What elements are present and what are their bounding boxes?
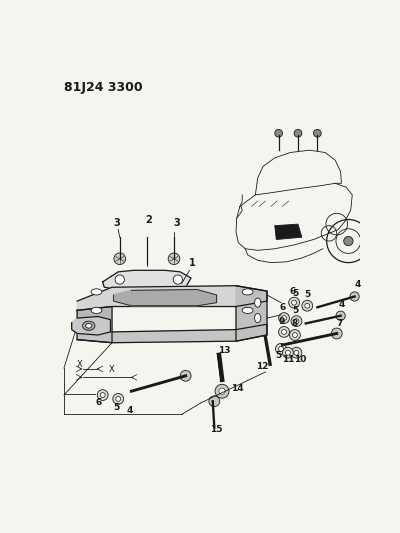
Text: 9: 9 [278, 317, 285, 326]
Text: 5: 5 [292, 305, 299, 314]
Polygon shape [114, 289, 217, 306]
Circle shape [282, 329, 286, 334]
Text: 13: 13 [218, 346, 231, 354]
Circle shape [344, 237, 353, 246]
Circle shape [292, 333, 297, 337]
Text: 7: 7 [336, 319, 342, 328]
Text: 5: 5 [113, 403, 119, 411]
Text: 2: 2 [145, 215, 152, 225]
Circle shape [114, 253, 126, 264]
Circle shape [350, 292, 359, 301]
Polygon shape [103, 270, 191, 291]
Circle shape [113, 393, 124, 405]
Circle shape [279, 327, 290, 337]
Polygon shape [275, 224, 302, 239]
Text: 5: 5 [304, 290, 310, 299]
Text: 5: 5 [292, 289, 298, 298]
Circle shape [276, 343, 286, 354]
Text: 3: 3 [113, 217, 120, 228]
Circle shape [279, 313, 290, 324]
Circle shape [302, 301, 313, 311]
Text: 4: 4 [127, 406, 133, 415]
Text: 15: 15 [210, 425, 223, 434]
Text: X: X [76, 360, 82, 369]
Polygon shape [72, 317, 110, 335]
Ellipse shape [255, 313, 261, 322]
Ellipse shape [242, 308, 253, 313]
Text: 81J24 3300: 81J24 3300 [64, 81, 142, 94]
Text: 8: 8 [292, 319, 298, 328]
Circle shape [331, 328, 342, 339]
Circle shape [97, 390, 108, 400]
Circle shape [173, 275, 182, 284]
Ellipse shape [91, 308, 102, 313]
Text: 6: 6 [290, 287, 296, 296]
Text: 4: 4 [339, 300, 345, 309]
Polygon shape [77, 286, 267, 310]
Circle shape [291, 348, 302, 358]
Text: 12: 12 [256, 362, 269, 371]
Text: 14: 14 [230, 384, 243, 393]
Ellipse shape [255, 298, 261, 308]
Ellipse shape [82, 321, 95, 330]
Circle shape [209, 396, 220, 407]
Circle shape [292, 300, 296, 305]
Text: 5: 5 [276, 351, 282, 360]
Circle shape [289, 297, 300, 308]
Circle shape [168, 253, 180, 264]
Ellipse shape [91, 289, 102, 295]
Text: 1: 1 [188, 257, 195, 268]
Circle shape [314, 130, 321, 137]
Circle shape [278, 346, 283, 351]
Circle shape [294, 350, 299, 355]
Circle shape [219, 388, 225, 394]
Circle shape [286, 350, 290, 355]
Circle shape [305, 303, 310, 308]
Text: 6: 6 [96, 398, 102, 407]
Circle shape [100, 393, 105, 398]
Circle shape [294, 130, 302, 137]
Circle shape [215, 384, 229, 398]
Polygon shape [77, 324, 267, 343]
Circle shape [275, 130, 282, 137]
Circle shape [180, 370, 191, 381]
Circle shape [282, 348, 293, 358]
Polygon shape [236, 286, 267, 341]
Text: 10: 10 [294, 355, 306, 364]
Circle shape [294, 319, 299, 324]
Circle shape [291, 316, 302, 327]
Circle shape [116, 397, 121, 401]
Circle shape [336, 311, 345, 320]
Ellipse shape [86, 324, 92, 328]
Circle shape [282, 316, 286, 320]
Text: 6: 6 [279, 303, 286, 312]
Ellipse shape [242, 289, 253, 295]
Circle shape [115, 275, 124, 284]
Text: 3: 3 [173, 217, 180, 228]
Text: 4: 4 [354, 280, 361, 289]
Text: 11: 11 [282, 355, 294, 364]
Polygon shape [77, 306, 112, 343]
Text: X: X [109, 365, 115, 374]
Circle shape [290, 329, 300, 341]
